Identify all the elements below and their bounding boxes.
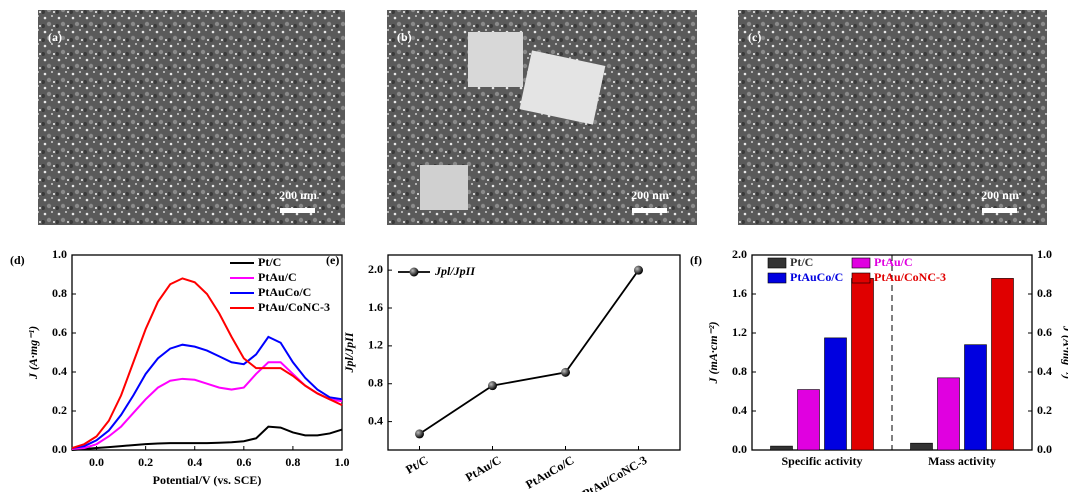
y2-tick-label: 0.8 <box>1037 286 1052 300</box>
bar <box>798 390 820 450</box>
bar <box>911 443 933 450</box>
legend-label: PtAuCo/C <box>790 270 843 284</box>
y-tick-label: 0.2 <box>52 403 67 417</box>
data-point <box>415 429 424 438</box>
x-tick-label: Specific activity <box>782 454 863 468</box>
y-tick-label: 1.2 <box>732 325 747 339</box>
panel-label: (e) <box>326 253 339 267</box>
y-axis-label: Jpl/JpII <box>342 331 356 373</box>
series-line <box>72 427 342 450</box>
legend-label: Pt/C <box>258 255 281 269</box>
legend-label: PtAu/CoNC-3 <box>258 300 330 314</box>
legend-swatch <box>768 258 786 268</box>
y-tick-label: 0.8 <box>368 375 383 389</box>
bar <box>825 338 847 450</box>
y-tick-label: 0.4 <box>368 413 383 427</box>
cube-particle <box>420 165 468 210</box>
plot-frame <box>388 255 680 450</box>
cube-particle <box>468 32 523 87</box>
bar <box>992 278 1014 450</box>
y-tick-label: 0.0 <box>52 442 67 456</box>
panel-label: (d) <box>10 253 25 267</box>
y-tick-label: 0.8 <box>732 364 747 378</box>
x-axis-label: Potential/V (vs. SCE) <box>153 473 262 487</box>
y-axis-label: J (mA·cm⁻²) <box>706 322 720 385</box>
y-tick-label: 2.0 <box>732 247 747 261</box>
x-tick-label: Mass activity <box>928 454 996 468</box>
x-tick-label: PtAu/C <box>463 453 503 484</box>
y2-axis-label: J (A·mg⁻¹) <box>1060 325 1068 379</box>
x-tick-label: 0.6 <box>236 455 251 469</box>
bar <box>852 278 874 450</box>
bar <box>965 345 987 450</box>
image-label: (b) <box>397 30 412 44</box>
scale-bar-label: 200 nm <box>279 188 317 202</box>
legend-marker <box>410 268 419 277</box>
scale-bar <box>982 208 1017 213</box>
bar <box>938 378 960 450</box>
y2-tick-label: 0.6 <box>1037 325 1052 339</box>
y-tick-label: 0.8 <box>52 286 67 300</box>
legend-label: Pt/C <box>790 255 813 269</box>
bar <box>771 446 793 450</box>
x-tick-label: Pt/C <box>403 453 430 477</box>
legend-label: PtAu/C <box>258 270 297 284</box>
series-line <box>72 337 342 448</box>
series-line <box>72 362 342 449</box>
legend-swatch <box>768 273 786 283</box>
y-tick-label: 1.6 <box>732 286 747 300</box>
x-tick-label: PtAu/CoNC-3 <box>580 453 649 492</box>
y-tick-label: 1.2 <box>368 338 383 352</box>
x-tick-label: 0.0 <box>89 455 104 469</box>
chart: (f) 0.0 0.4 0.8 1.2 1.6 2.0 J (mA·cm⁻²) 0.0 0.2 0.… <box>690 247 1068 468</box>
chart: (e) 0.4 0.8 1.2 1.6 2.0 Jpl/JpII Pt/C PtAu/C PtAu… <box>326 253 680 492</box>
panel-label: (f) <box>690 253 702 267</box>
scale-bar-label: 200 nm <box>981 188 1019 202</box>
y-tick-label: 2.0 <box>368 262 383 276</box>
y-tick-label: 0.0 <box>732 442 747 456</box>
y2-tick-label: 0.0 <box>1037 442 1052 456</box>
data-point <box>488 381 497 390</box>
sem-images <box>38 10 1047 225</box>
legend-label: Jpl/JpII <box>434 264 476 278</box>
y-tick-label: 1.6 <box>368 300 383 314</box>
x-tick-label: 1.0 <box>335 455 350 469</box>
chart: (d) 0.0 0.2 0.4 0.6 0.8 1.0 J (A·mg⁻¹) 0.0 0.2 0.4… <box>10 247 350 487</box>
legend-label: PtAuCo/C <box>258 285 311 299</box>
y2-tick-label: 0.4 <box>1037 364 1052 378</box>
y-tick-label: 0.6 <box>52 325 67 339</box>
x-tick-label: 0.8 <box>285 455 300 469</box>
legend-label: PtAu/CoNC-3 <box>874 270 946 284</box>
y-tick-label: 0.4 <box>52 364 67 378</box>
x-tick-label: 0.2 <box>138 455 153 469</box>
scale-bar-label: 200 nm <box>631 188 669 202</box>
figure: (a) 200 nm (b) 200 nm (c) 200 nm (d) 0.0 0.2 0.4 0… <box>0 0 1068 492</box>
y2-tick-label: 1.0 <box>1037 247 1052 261</box>
image-label: (a) <box>48 30 62 44</box>
y-tick-label: 0.4 <box>732 403 747 417</box>
data-point <box>561 368 570 377</box>
y-tick-label: 1.0 <box>52 247 67 261</box>
y2-tick-label: 0.2 <box>1037 403 1052 417</box>
x-tick-label: 0.4 <box>187 455 202 469</box>
scale-bar <box>280 208 315 213</box>
y-axis-label: J (A·mg⁻¹) <box>26 326 40 380</box>
legend-swatch <box>852 258 870 268</box>
legend-label: PtAu/C <box>874 255 913 269</box>
data-point <box>634 266 643 275</box>
image-label: (c) <box>748 30 761 44</box>
scale-bar <box>632 208 667 213</box>
legend-swatch <box>852 273 870 283</box>
x-tick-label: PtAuCo/C <box>523 453 576 492</box>
series-line <box>420 270 639 434</box>
